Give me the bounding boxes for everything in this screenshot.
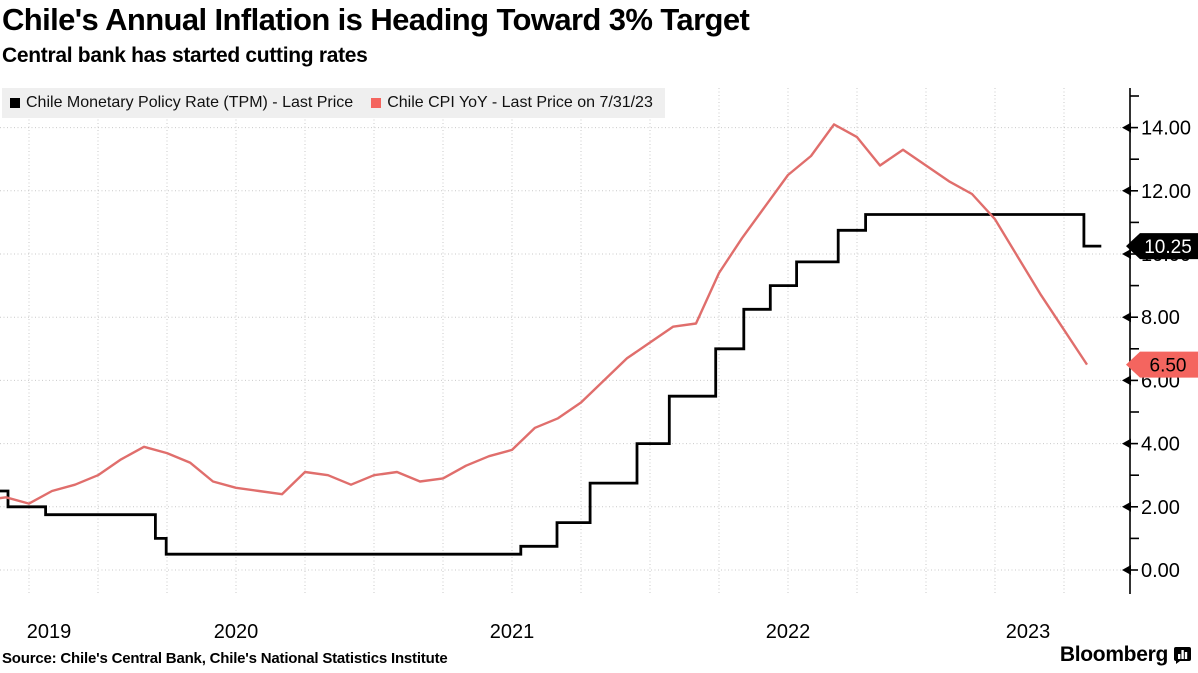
bloomberg-brand: Bloomberg — [1060, 643, 1192, 667]
last-price-value: 6.50 — [1150, 356, 1187, 377]
cpi-line — [0, 123, 1089, 505]
y-tick-arrow-icon — [1122, 249, 1131, 259]
x-year-label: 2023 — [1006, 621, 1051, 643]
legend-item-cpi: Chile CPI YoY - Last Price on 7/31/23 — [371, 94, 653, 112]
y-tick-label: 12.00 — [1141, 181, 1191, 203]
chart-subtitle: Central bank has started cutting rates — [2, 44, 368, 67]
source-credit: Source: Chile's Central Bank, Chile's Na… — [2, 650, 448, 667]
y-tick-label: 4.00 — [1141, 434, 1180, 456]
y-tick-arrow-icon — [1122, 375, 1131, 386]
y-tick-label: 8.00 — [1141, 307, 1180, 329]
legend-label-tpm: Chile Monetary Policy Rate (TPM) - Last … — [26, 94, 354, 111]
x-year-label: 2022 — [766, 621, 811, 643]
legend: Chile Monetary Policy Rate (TPM) - Last … — [2, 88, 665, 118]
y-tick-label: 14.00 — [1141, 118, 1191, 140]
bloomberg-wordmark: Bloomberg — [1059, 643, 1168, 666]
y-tick-label: 2.00 — [1141, 497, 1180, 519]
y-tick-arrow-icon — [1122, 185, 1131, 196]
x-year-label: 2020 — [214, 621, 259, 643]
y-tick-arrow-icon — [1122, 565, 1131, 575]
last-price-value: 10.25 — [1144, 237, 1192, 258]
line-chart: 14.0012.0010.008.006.004.002.000.0020192… — [0, 88, 1198, 643]
legend-label-cpi: Chile CPI YoY - Last Price on 7/31/23 — [387, 94, 653, 111]
chart-title: Chile's Annual Inflation is Heading Towa… — [2, 2, 750, 37]
x-year-label: 2019 — [27, 621, 72, 643]
last-price-badge-tpm: 10.25 — [1126, 233, 1198, 260]
tpm-series-swatch-icon — [10, 98, 20, 108]
series-lines — [0, 123, 1102, 556]
y-tick-label: 0.00 — [1141, 560, 1180, 582]
y-axis — [1129, 88, 1139, 594]
last-price-badge-cpi: 6.50 — [1126, 351, 1198, 378]
y-tick-arrow-icon — [1122, 438, 1131, 449]
gridlines — [0, 88, 1130, 594]
cpi-series-swatch-icon — [371, 98, 382, 108]
y-tick-arrow-icon — [1122, 122, 1131, 133]
x-year-label: 2021 — [490, 621, 535, 643]
tpm-step-line — [0, 213, 1102, 556]
bloomberg-logo-icon — [1174, 647, 1191, 664]
x-axis-labels: 2019 2020 2021 2022 2023 — [27, 621, 1051, 643]
y-tick-arrow-icon — [1122, 312, 1131, 323]
legend-item-tpm: Chile Monetary Policy Rate (TPM) - Last … — [10, 94, 353, 112]
y-tick-arrow-icon — [1122, 501, 1131, 512]
